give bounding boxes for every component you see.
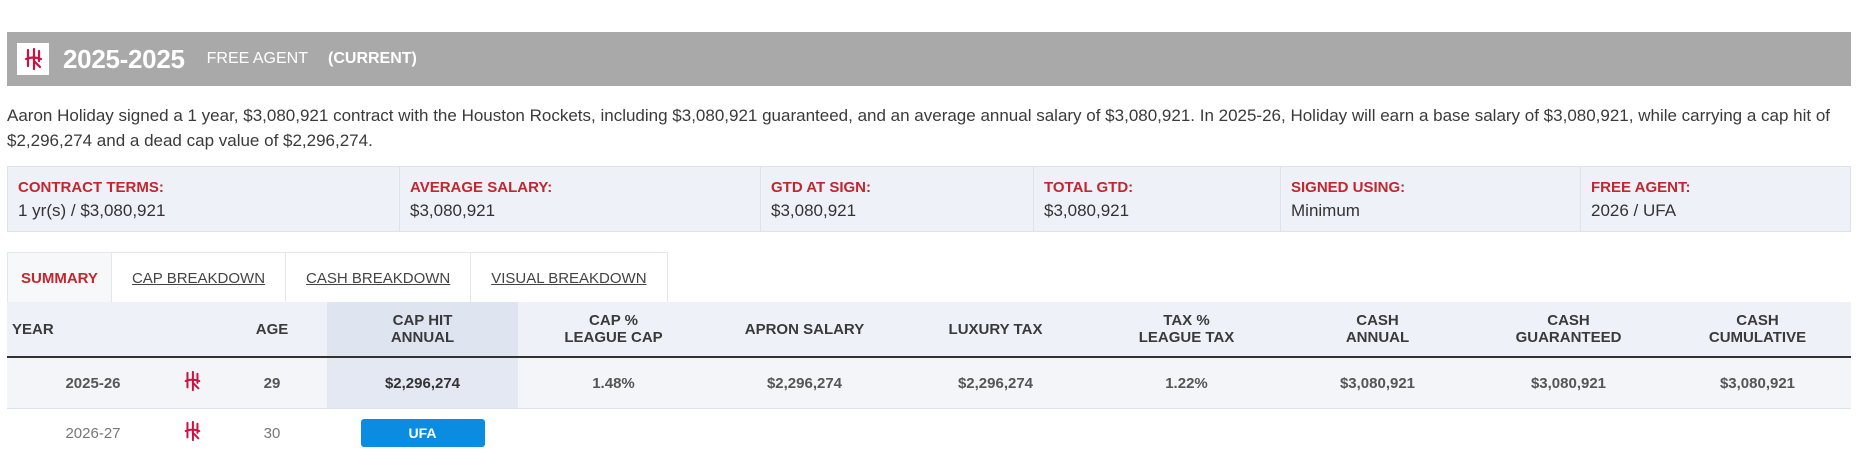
season-header: 2025-2025 FREE AGENT (CURRENT) [7,32,1851,86]
tab-visual-breakdown[interactable]: VISUAL BREAKDOWN [471,253,667,303]
cell-cash-cumulative: $3,080,921 [1664,357,1851,409]
current-label: (CURRENT) [328,50,417,67]
cell-year: 2026-27 [65,424,121,442]
cell-empty [518,409,709,458]
term-contract-terms: CONTRACT TERMS: 1 yr(s) / $3,080,921 [8,167,400,231]
col-year: YEAR [7,302,167,358]
cell-year: 2025-26 [7,357,167,409]
term-average-salary: AVERAGE SALARY: $3,080,921 [400,167,761,231]
rockets-logo-icon [182,420,202,446]
cell-empty [1664,409,1851,458]
table-header-row: YEAR AGE CAP HIT ANNUAL CAP % LEAGUE CAP A… [7,302,1851,358]
cell-age: 30 [263,424,281,442]
table-row: 2025-26 29 $2,296,274 1.48% $2,296,274 $… [7,357,1851,409]
contract-table: YEAR AGE CAP HIT ANNUAL CAP % LEAGUE CAP A… [7,302,1851,457]
cell-luxury-tax: $2,296,274 [900,357,1091,409]
season-title: 2025-2025 [63,43,185,74]
cell-empty [1282,409,1473,458]
cell-empty [1091,409,1282,458]
term-signed-using: SIGNED USING: Minimum [1281,167,1581,231]
cell-empty [1473,409,1664,458]
col-age: AGE [217,302,327,358]
cell-team [167,409,217,458]
cell-tax-pct: 1.22% [1091,357,1282,409]
cell-team [167,357,217,409]
status-label: FREE AGENT [206,50,308,67]
col-cash-cumulative: CASH CUMULATIVE [1664,302,1851,358]
contract-terms-bar: CONTRACT TERMS: 1 yr(s) / $3,080,921 AVE… [7,166,1851,232]
ufa-badge: UFA [360,419,485,447]
tab-cash-breakdown[interactable]: CASH BREAKDOWN [286,253,472,303]
term-value: Minimum [1291,201,1360,220]
rockets-logo-icon [17,43,49,75]
term-label: CONTRACT TERMS: [18,179,164,196]
col-luxury-tax: LUXURY TAX [900,302,1091,358]
contract-summary: Aaron Holiday signed a 1 year, $3,080,92… [7,106,1831,150]
col-cash-annual: CASH ANNUAL [1282,302,1473,358]
term-free-agent: FREE AGENT: 2026 / UFA [1581,167,1850,231]
col-apron-salary: APRON SALARY [709,302,900,358]
col-cap-pct: CAP % LEAGUE CAP [518,302,709,358]
cell-cash-annual: $3,080,921 [1282,357,1473,409]
contract-tabs: SUMMARY CAP BREAKDOWN CASH BREAKDOWN VIS… [7,252,668,303]
col-tax-pct: TAX % LEAGUE TAX [1091,302,1282,358]
cell-cap-hit: UFA [327,409,518,458]
table-row: 2026-27 30 UFA [7,409,1851,458]
col-cap-hit: CAP HIT ANNUAL [327,302,518,358]
term-label: SIGNED USING: [1291,179,1406,196]
cell-empty [900,409,1091,458]
term-label: TOTAL GTD: [1044,179,1134,196]
term-label: AVERAGE SALARY: [410,179,553,196]
tab-summary[interactable]: SUMMARY [8,253,112,303]
cell-cash-guaranteed: $3,080,921 [1473,357,1664,409]
cell-apron: $2,296,274 [709,357,900,409]
cell-cap-hit: $2,296,274 [327,357,518,409]
col-cash-guaranteed: CASH GUARANTEED [1473,302,1664,358]
tab-cap-breakdown[interactable]: CAP BREAKDOWN [111,253,287,303]
col-team [167,302,217,358]
cell-cap-pct: 1.48% [518,357,709,409]
term-gtd-at-sign: GTD AT SIGN: $3,080,921 [761,167,1034,231]
term-value: $3,080,921 [771,201,857,220]
term-total-gtd: TOTAL GTD: $3,080,921 [1034,167,1281,231]
term-value: 2026 / UFA [1591,201,1677,220]
term-value: 1 yr(s) / $3,080,921 [18,201,166,220]
cell-empty [709,409,900,458]
cell-age: 29 [217,357,327,409]
rockets-logo-icon [182,370,202,396]
term-label: FREE AGENT: [1591,179,1691,196]
term-label: GTD AT SIGN: [771,179,871,196]
term-value: $3,080,921 [1044,201,1130,220]
term-value: $3,080,921 [410,201,496,220]
